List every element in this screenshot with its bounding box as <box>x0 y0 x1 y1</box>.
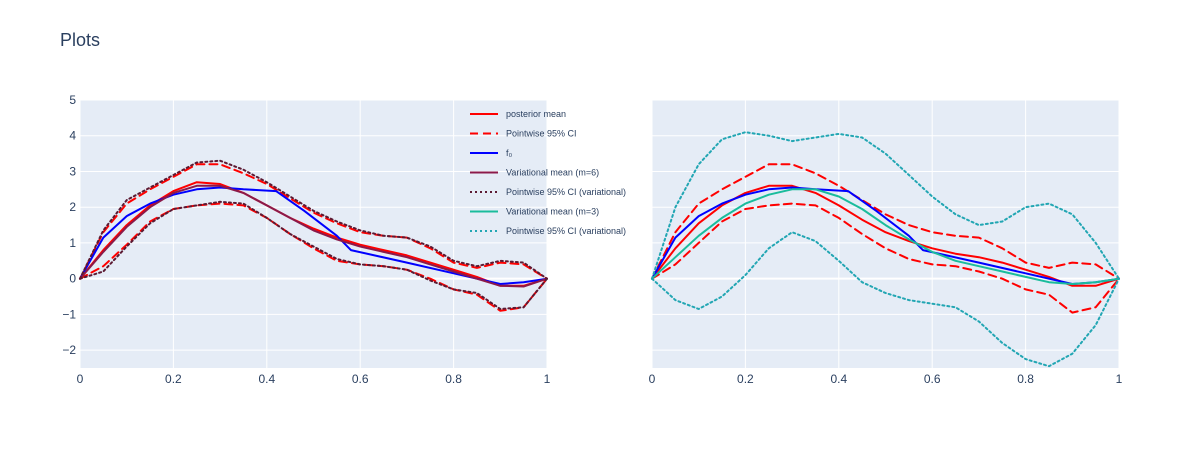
legend-item[interactable]: Pointwise 95% CI (variational) <box>470 226 626 236</box>
legend-label: posterior mean <box>506 109 566 119</box>
plot-background <box>652 100 1119 368</box>
x-tick-label: 0.8 <box>1017 372 1034 386</box>
x-tick-label: 0 <box>77 372 84 386</box>
legend-item[interactable]: Pointwise 95% CI <box>470 129 577 139</box>
series-line <box>651 188 1120 285</box>
y-tick-label: −2 <box>62 343 76 357</box>
plot-background <box>80 100 547 368</box>
plot-left: 0 0.2 0.4 0.6 0.8 1 −2 −1 0 1 2 3 4 5 <box>62 93 550 386</box>
x-tick-label: 1 <box>1116 372 1123 386</box>
y-tick-label: 0 <box>69 272 76 286</box>
legend-item[interactable]: f₀ <box>470 148 513 158</box>
legend: posterior mean Pointwise 95% CI f₀ Variatio… <box>470 109 626 236</box>
legend-label: f₀ <box>506 148 513 158</box>
legend-label: Variational mean (m=6) <box>506 168 599 178</box>
page-title: Plots <box>60 30 101 50</box>
legend-label: Pointwise 95% CI (variational) <box>506 226 626 236</box>
y-tick-label: 2 <box>69 200 76 214</box>
legend-label: Pointwise 95% CI (variational) <box>506 187 626 197</box>
series-line <box>651 186 1120 285</box>
series-line <box>79 184 548 288</box>
x-tick-label: 0.6 <box>352 372 369 386</box>
x-tick-label: 0.6 <box>924 372 941 386</box>
y-tick-label: −1 <box>62 307 76 321</box>
x-tick-label: 0.2 <box>737 372 754 386</box>
series-line <box>651 131 1120 280</box>
x-tick-label: 0 <box>649 372 656 386</box>
series-line <box>651 163 1120 280</box>
x-tick-label: 0.2 <box>165 372 182 386</box>
legend-item[interactable]: posterior mean <box>470 109 566 119</box>
series-line <box>651 202 1120 314</box>
y-tick-label: 4 <box>69 129 76 143</box>
legend-item[interactable]: Variational mean (m=6) <box>470 168 599 178</box>
x-tick-label: 1 <box>544 372 551 386</box>
series-line <box>79 202 548 312</box>
x-tick-label: 0.4 <box>258 372 275 386</box>
x-tick-label: 0.8 <box>445 372 462 386</box>
y-tick-label: 1 <box>69 236 76 250</box>
series-line <box>79 159 548 280</box>
plot-right: 0 0.2 0.4 0.6 0.8 1 <box>649 99 1123 386</box>
series-line <box>79 200 548 310</box>
x-tick-label: 0.4 <box>830 372 847 386</box>
legend-item[interactable]: Variational mean (m=3) <box>470 207 599 217</box>
series-line <box>79 163 548 280</box>
series-line <box>651 231 1120 368</box>
legend-label: Variational mean (m=3) <box>506 207 599 217</box>
legend-label: Pointwise 95% CI <box>506 129 577 139</box>
y-tick-label: 3 <box>69 164 76 178</box>
legend-item[interactable]: Pointwise 95% CI (variational) <box>470 187 626 197</box>
y-tick-label: 5 <box>69 93 76 107</box>
